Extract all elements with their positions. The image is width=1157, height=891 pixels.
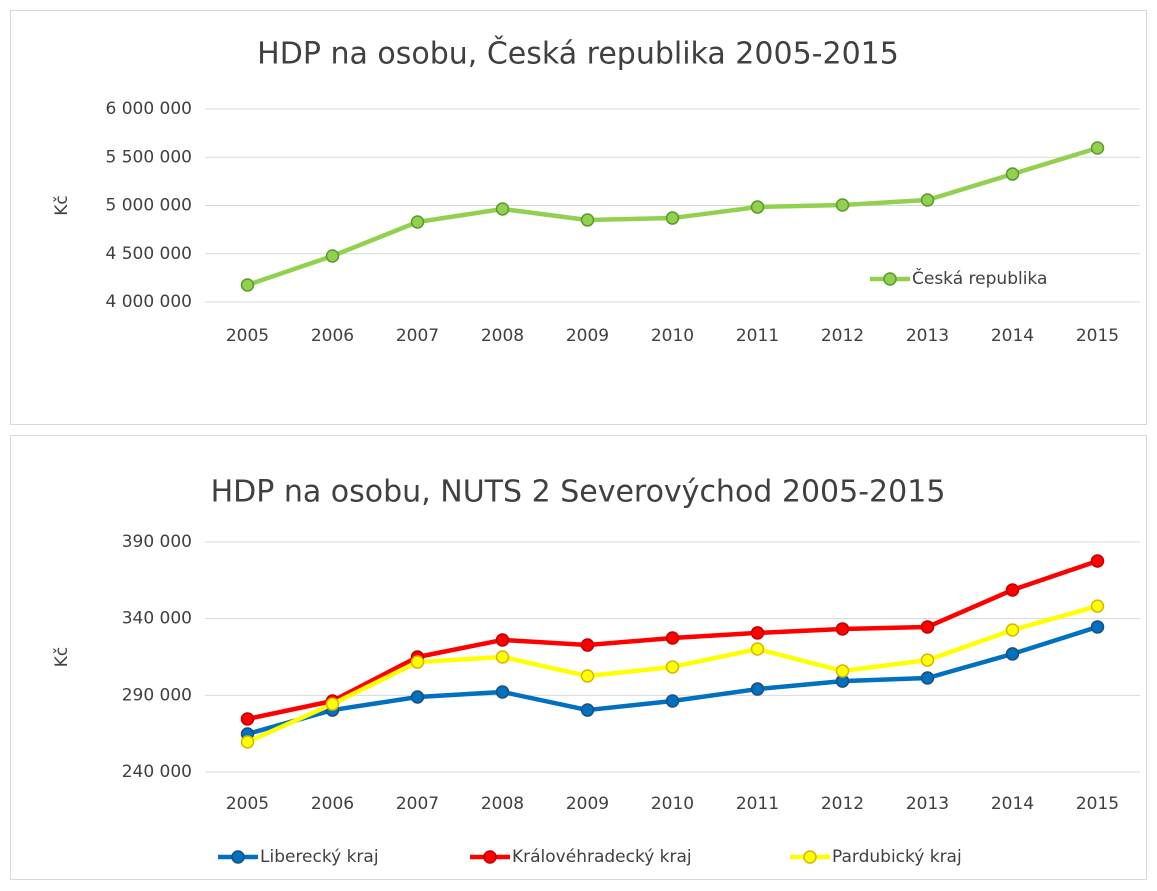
marker (495, 685, 510, 699)
marker (1005, 167, 1020, 181)
marker (495, 633, 510, 647)
marker (325, 249, 340, 263)
marker (1005, 623, 1020, 637)
x-tick-label: 2011 (736, 326, 779, 346)
y-tick-label: 6 000 000 (105, 99, 192, 119)
marker (835, 622, 850, 636)
marker (240, 712, 255, 726)
marker (835, 198, 850, 212)
y-tick-label: 390 000 (122, 532, 192, 552)
legend-marker (883, 272, 897, 286)
x-tick-label: 2012 (821, 326, 864, 346)
legend-label: Pardubický kraj (832, 847, 962, 867)
marker (665, 211, 680, 225)
marker (920, 620, 935, 634)
marker (835, 664, 850, 678)
x-tick-label: 2012 (821, 794, 864, 814)
x-tick-label: 2011 (736, 794, 779, 814)
x-tick-label: 2013 (906, 794, 949, 814)
legend-label: Česká republika (912, 267, 1047, 289)
legend-marker (483, 850, 497, 864)
x-tick-label: 2005 (226, 794, 269, 814)
y-tick-label: 4 500 000 (105, 244, 192, 264)
x-tick-label: 2010 (651, 326, 694, 346)
marker (665, 694, 680, 708)
chart-frame (10, 435, 1147, 880)
y-tick-label: 240 000 (122, 762, 192, 782)
marker (665, 631, 680, 645)
x-tick-label: 2008 (481, 794, 524, 814)
x-tick-label: 2010 (651, 794, 694, 814)
marker (410, 655, 425, 669)
x-tick-label: 2006 (311, 326, 354, 346)
legend-label: Liberecký kraj (260, 847, 379, 867)
marker (240, 278, 255, 292)
y-tick-label: 340 000 (122, 609, 192, 629)
legend-marker (803, 850, 817, 864)
y-axis-label: Kč (52, 195, 72, 216)
marker (580, 669, 595, 683)
marker (1090, 141, 1105, 155)
marker (1005, 647, 1020, 661)
y-tick-label: 5 000 000 (105, 196, 192, 216)
x-tick-label: 2006 (311, 794, 354, 814)
marker (920, 671, 935, 685)
x-tick-label: 2005 (226, 326, 269, 346)
x-tick-label: 2015 (1076, 326, 1119, 346)
marker (920, 193, 935, 207)
marker (580, 638, 595, 652)
marker (750, 626, 765, 640)
x-tick-label: 2014 (991, 794, 1034, 814)
marker (1005, 583, 1020, 597)
marker (920, 653, 935, 667)
x-tick-label: 2013 (906, 326, 949, 346)
legend-label: Královéhradecký kraj (512, 847, 692, 867)
marker (750, 200, 765, 214)
chart-title: HDP na osobu, Česká republika 2005-2015 (257, 35, 899, 72)
x-tick-label: 2009 (566, 326, 609, 346)
x-tick-label: 2008 (481, 326, 524, 346)
legend-marker (231, 850, 245, 864)
marker (495, 202, 510, 216)
x-tick-label: 2014 (991, 326, 1034, 346)
marker (1090, 599, 1105, 613)
marker (410, 690, 425, 704)
y-tick-label: 290 000 (122, 685, 192, 705)
marker (240, 735, 255, 749)
x-tick-label: 2007 (396, 794, 439, 814)
marker (1090, 554, 1105, 568)
marker (410, 215, 425, 229)
x-tick-label: 2007 (396, 326, 439, 346)
marker (580, 703, 595, 717)
marker (580, 213, 595, 227)
marker (1090, 620, 1105, 634)
marker (325, 697, 340, 711)
marker (750, 642, 765, 656)
y-tick-label: 4 000 000 (105, 292, 192, 312)
x-tick-label: 2009 (566, 794, 609, 814)
marker (495, 650, 510, 664)
y-tick-label: 5 500 000 (105, 147, 192, 167)
x-tick-label: 2015 (1076, 794, 1119, 814)
chart-title: HDP na osobu, NUTS 2 Severovýchod 2005-2… (211, 475, 946, 510)
marker (750, 682, 765, 696)
marker (665, 660, 680, 674)
y-axis-label: Kč (52, 647, 72, 668)
